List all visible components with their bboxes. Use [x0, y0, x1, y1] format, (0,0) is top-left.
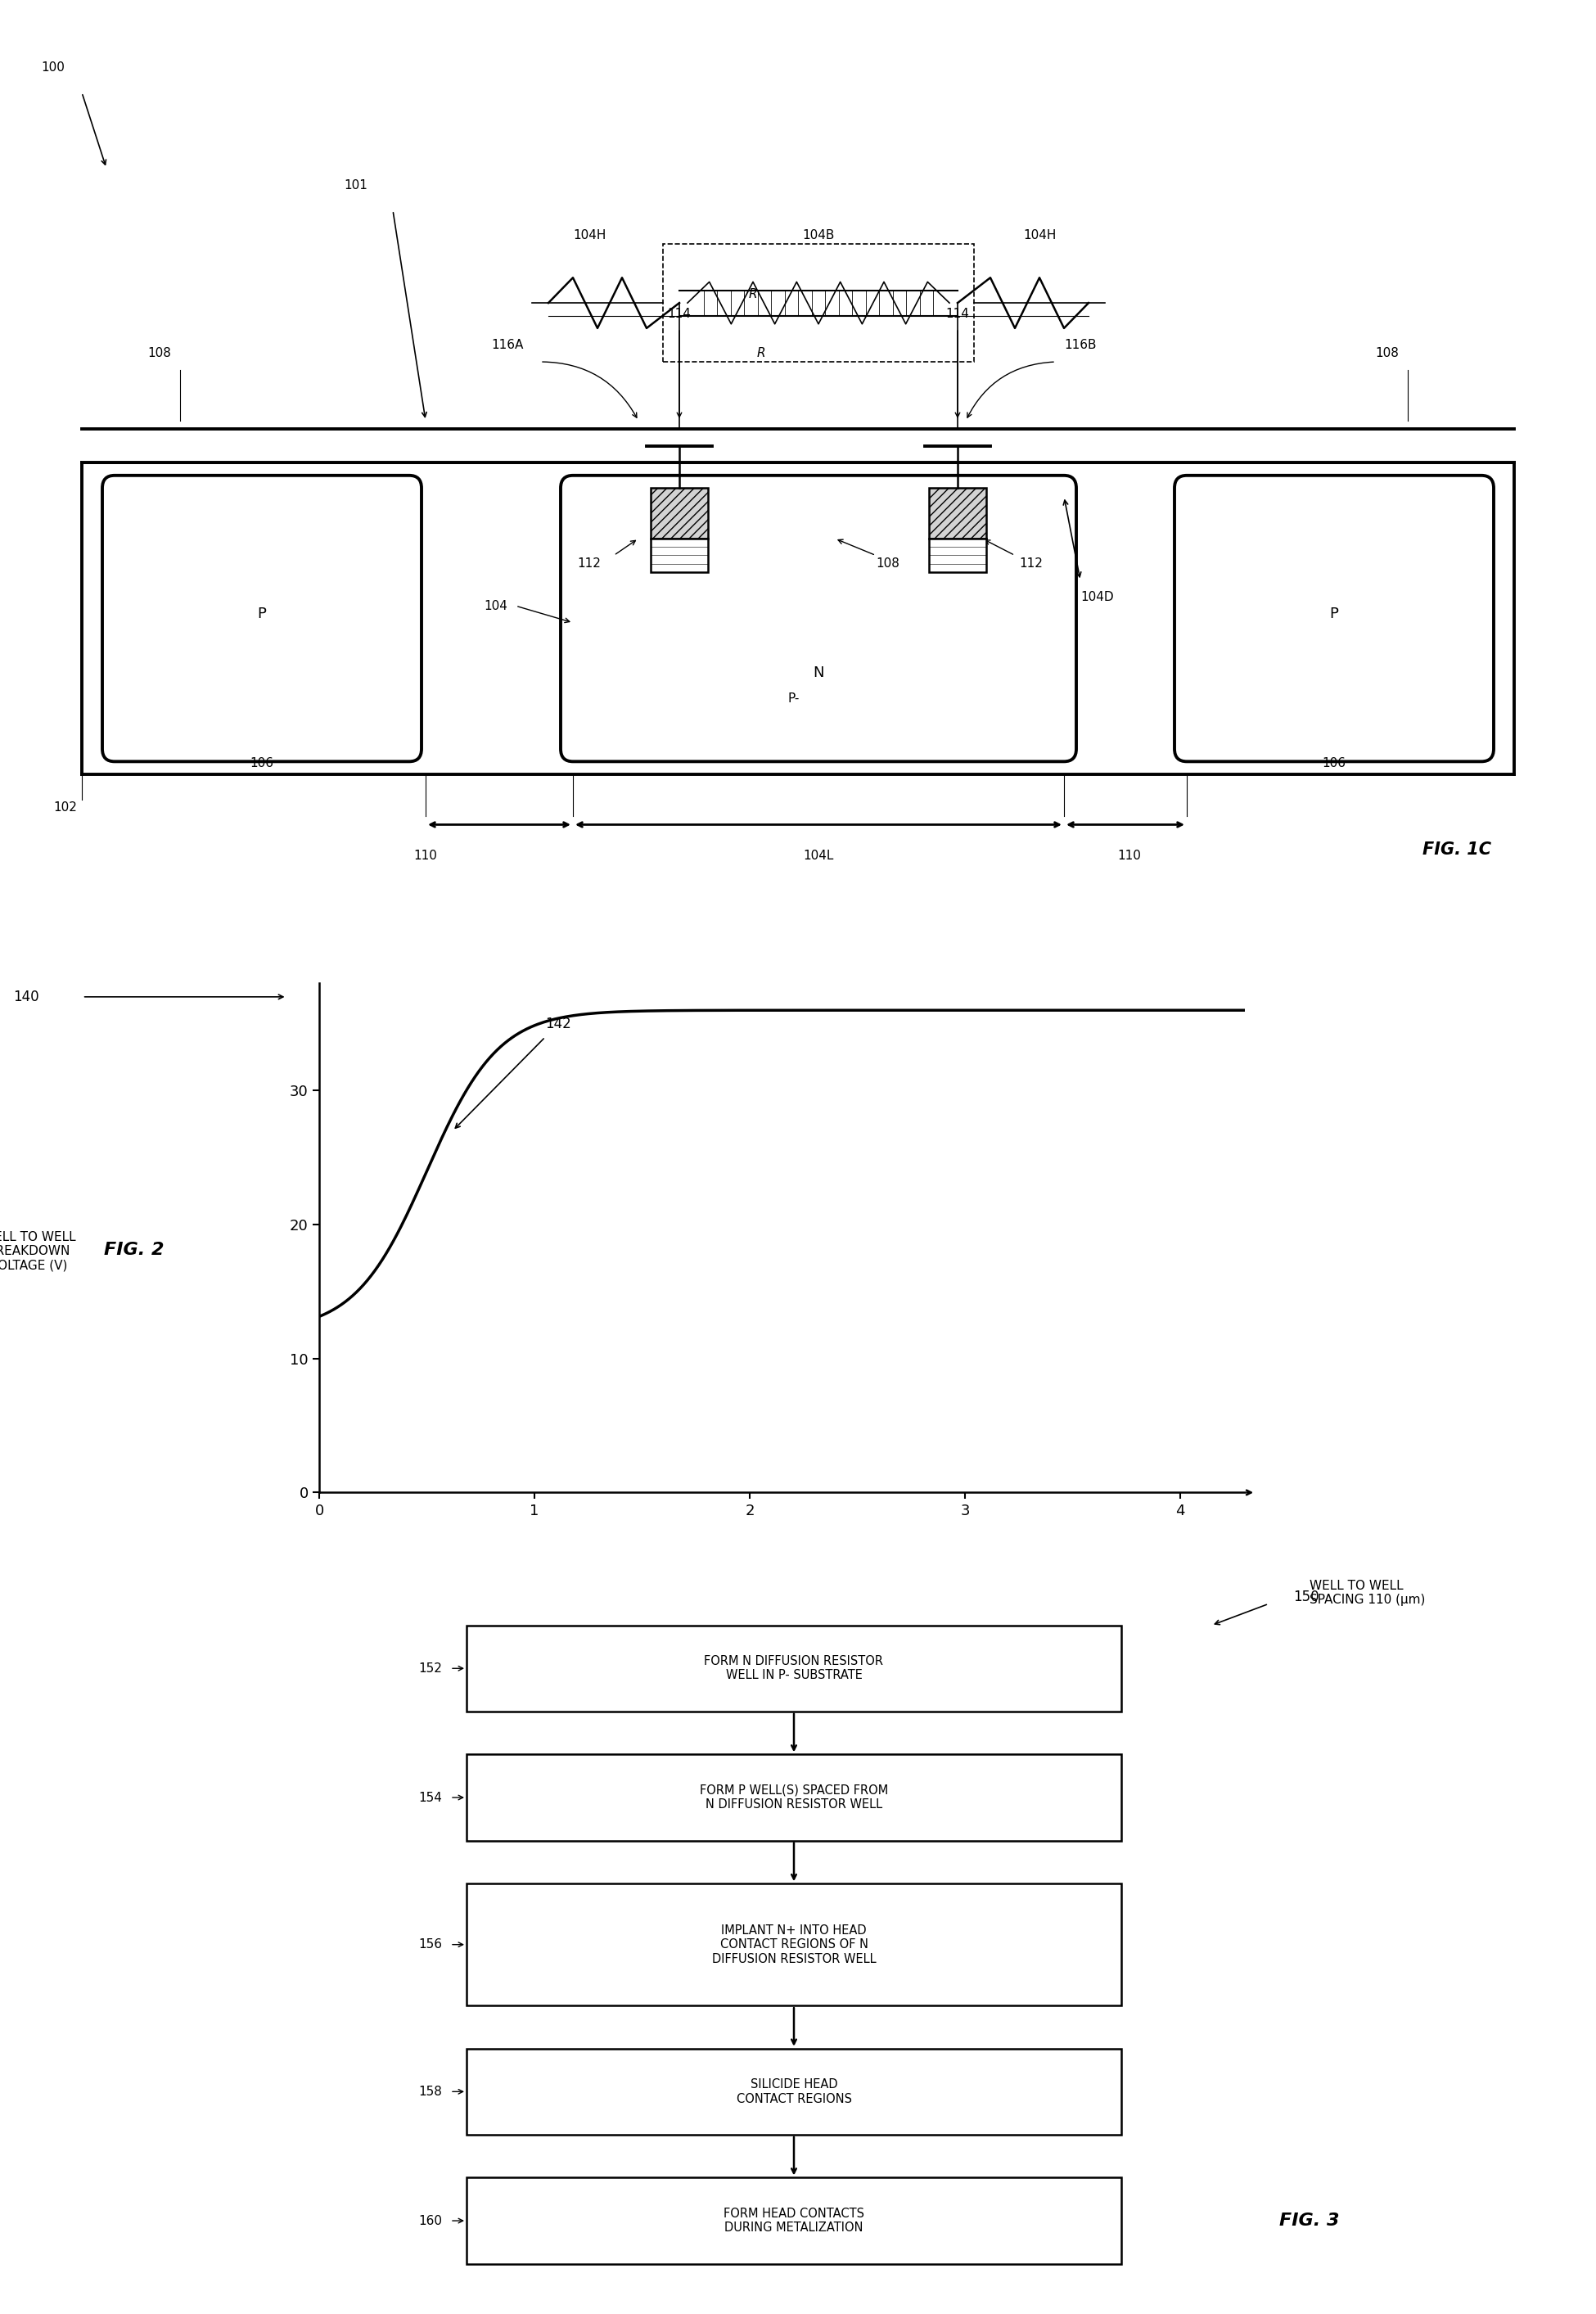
Bar	[929, 539, 986, 572]
Bar	[466, 1624, 1122, 1712]
Bar	[929, 488, 986, 539]
Text: 112: 112	[1020, 558, 1044, 569]
Bar	[466, 2177, 1122, 2263]
Text: 104L: 104L	[803, 849, 833, 863]
Text: 104H: 104H	[1023, 229, 1057, 241]
Text: 108: 108	[1376, 347, 1398, 359]
Text: 154: 154	[418, 1791, 442, 1803]
Text: FIG. 1C: FIG. 1C	[1422, 842, 1491, 858]
Text: N: N	[812, 666, 824, 680]
Text: P: P	[257, 606, 267, 622]
Text: 110: 110	[413, 849, 437, 863]
Text: WELL TO WELL
SPACING 110 (μm): WELL TO WELL SPACING 110 (μm)	[1309, 1580, 1425, 1606]
Bar	[651, 488, 709, 539]
Text: 112: 112	[578, 558, 602, 569]
Text: 104H: 104H	[573, 229, 606, 241]
Text: 160: 160	[418, 2214, 442, 2226]
Text: FIG. 2: FIG. 2	[104, 1240, 164, 1259]
Text: WELL TO WELL
BREAKDOWN
VOLTAGE (V): WELL TO WELL BREAKDOWN VOLTAGE (V)	[0, 1231, 75, 1273]
Text: 104: 104	[484, 599, 508, 611]
Bar	[466, 1754, 1122, 1840]
Bar	[466, 2048, 1122, 2134]
Text: SILICIDE HEAD
CONTACT REGIONS: SILICIDE HEAD CONTACT REGIONS	[736, 2078, 852, 2106]
Text: FORM N DIFFUSION RESISTOR
WELL IN P- SUBSTRATE: FORM N DIFFUSION RESISTOR WELL IN P- SUB…	[704, 1655, 884, 1682]
Text: IMPLANT N+ INTO HEAD
CONTACT REGIONS OF N
DIFFUSION RESISTOR WELL: IMPLANT N+ INTO HEAD CONTACT REGIONS OF …	[712, 1925, 876, 1965]
Text: 108: 108	[876, 558, 900, 569]
Text: 100: 100	[41, 60, 64, 74]
Text: 156: 156	[418, 1939, 442, 1951]
Text: 152: 152	[418, 1661, 442, 1675]
Text: 142: 142	[546, 1016, 571, 1032]
Text: 150: 150	[1293, 1590, 1318, 1604]
Text: FORM HEAD CONTACTS
DURING METALIZATION: FORM HEAD CONTACTS DURING METALIZATION	[723, 2208, 865, 2233]
Text: 108: 108	[147, 347, 171, 359]
Text: 104B: 104B	[803, 229, 835, 241]
Text: 102: 102	[54, 801, 77, 815]
Text: 106: 106	[1321, 757, 1345, 771]
Text: 114: 114	[946, 308, 969, 319]
Text: FORM P WELL(S) SPACED FROM
N DIFFUSION RESISTOR WELL: FORM P WELL(S) SPACED FROM N DIFFUSION R…	[699, 1784, 887, 1812]
Text: 104D: 104D	[1080, 592, 1114, 604]
FancyBboxPatch shape	[560, 474, 1076, 761]
Bar	[651, 539, 709, 572]
Text: 101: 101	[343, 178, 367, 192]
FancyBboxPatch shape	[102, 474, 421, 761]
Text: P-: P-	[788, 692, 800, 703]
Text: 140: 140	[13, 990, 40, 1004]
Text: 106: 106	[251, 757, 275, 771]
FancyBboxPatch shape	[1175, 474, 1494, 761]
Text: 116B: 116B	[1065, 338, 1096, 352]
Bar	[466, 1884, 1122, 2006]
Text: P: P	[1329, 606, 1339, 622]
Text: R: R	[749, 289, 758, 301]
Bar	[662, 243, 974, 361]
Text: FIG. 3: FIG. 3	[1280, 2212, 1339, 2228]
Text: 110: 110	[1117, 849, 1141, 863]
Text: 116A: 116A	[492, 338, 523, 352]
Text: 114: 114	[667, 308, 691, 319]
Text: R: R	[757, 347, 766, 359]
Text: 158: 158	[418, 2085, 442, 2099]
